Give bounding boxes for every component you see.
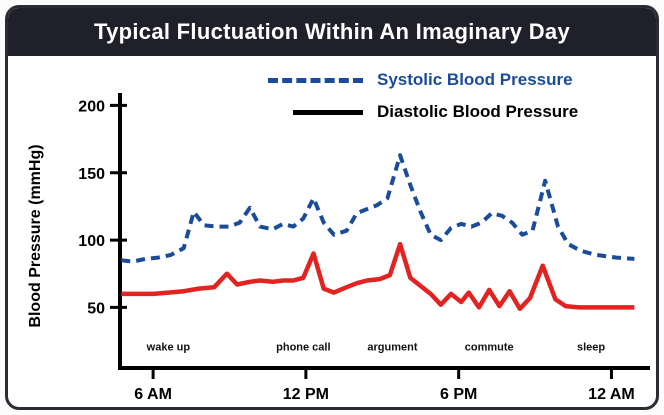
y-tick-label: 150 <box>78 166 105 183</box>
annotation-argument: argument <box>367 341 417 353</box>
systolic-legend-label: Systolic Blood Pressure <box>377 70 573 89</box>
chart-title: Typical Fluctuation Within An Imaginary … <box>94 19 570 44</box>
x-tick-label: 12 AM <box>588 386 635 403</box>
diastolic-line-sample <box>293 109 363 115</box>
title-bar: Typical Fluctuation Within An Imaginary … <box>8 8 656 56</box>
diastolic-series-line <box>121 241 635 312</box>
annotation-commute: commute <box>465 341 514 353</box>
y-tick-label: 200 <box>78 98 105 115</box>
legend: Systolic Blood Pressure Diastolic Blood … <box>263 70 578 122</box>
systolic-line-sample <box>268 77 363 83</box>
chart-area: Systolic Blood Pressure Diastolic Blood … <box>8 56 656 407</box>
systolic-series-line <box>121 153 635 264</box>
diastolic-legend-label: Diastolic Blood Pressure <box>377 102 579 121</box>
x-tick-label: 6 AM <box>134 386 172 403</box>
annotation-phone-call: phone call <box>276 341 330 353</box>
chart-card: Typical Fluctuation Within An Imaginary … <box>5 5 659 410</box>
legend-item-diastolic: Diastolic Blood Pressure <box>263 102 578 122</box>
systolic-sample-box <box>263 77 363 83</box>
x-tick-label: 6 PM <box>440 386 477 403</box>
x-tick-label: 12 PM <box>283 386 329 403</box>
y-tick-label: 50 <box>87 300 105 317</box>
annotation-sleep: sleep <box>577 341 605 353</box>
chart-plot: 50 100 150 200 6 AM 12 PM 6 PM 12 AM wake up phon… <box>78 93 650 403</box>
y-tick-label: 100 <box>78 233 105 250</box>
diastolic-sample-box <box>263 109 363 115</box>
legend-item-systolic: Systolic Blood Pressure <box>263 70 578 90</box>
annotation-wake-up: wake up <box>146 341 191 353</box>
